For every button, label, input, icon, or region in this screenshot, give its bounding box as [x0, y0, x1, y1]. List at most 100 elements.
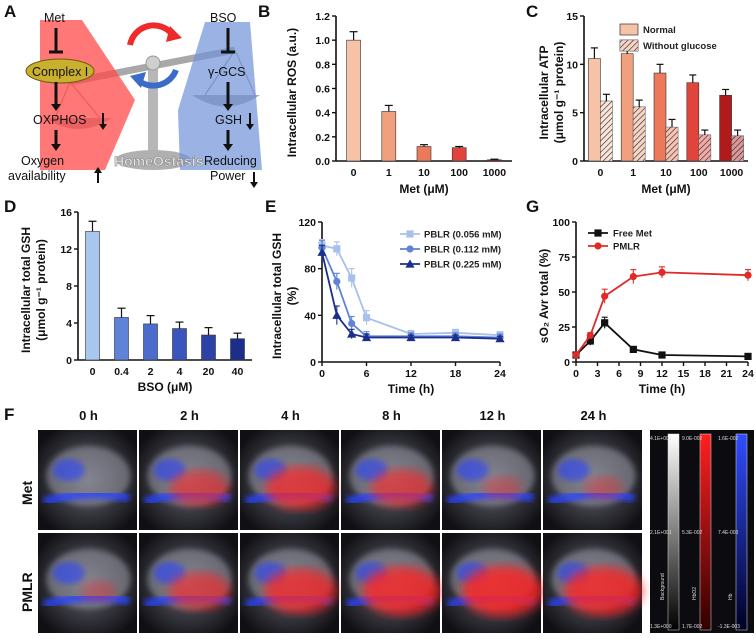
pmlr-scan-tile: [240, 533, 339, 633]
chart-e-xtick-label: 18: [450, 368, 462, 380]
colorbar-0-mid-label: 2.1E+001: [650, 530, 672, 536]
chart-e-point: [348, 274, 356, 282]
mitochondrion-icon: [25, 58, 95, 84]
hbo2-signal-red: [80, 580, 117, 602]
chart-d-bar: [201, 334, 216, 361]
chart-g-point: [744, 271, 752, 279]
chart-g-legend-point: [594, 242, 602, 250]
bso-label: BSO: [210, 11, 237, 25]
chart-g-ytick-label: 100: [552, 217, 570, 229]
chart-e-point: [406, 332, 416, 342]
time-label: 12 h: [479, 408, 505, 423]
chart-e-point: [333, 277, 341, 286]
colorbar-1-gradient: [699, 433, 712, 631]
chart-d-ytick-label: 0: [66, 355, 72, 367]
panel-label-f: F: [4, 405, 14, 424]
chart-b-ytick-label: 0.6: [315, 84, 330, 96]
chart-g-legend-label: Free Met: [613, 229, 653, 240]
chart-d-bar: [114, 317, 129, 361]
reducing-label-2: Power: [210, 169, 245, 183]
balance-pivot: [145, 55, 161, 71]
pmlr-scan-tile: [543, 533, 643, 633]
chart-g-ytick-label: 0: [564, 357, 570, 369]
chart-d-xtick-label: 20: [203, 366, 215, 378]
chart-g-xtick-label: 0: [573, 368, 579, 380]
pmlr-scan-tile: [38, 533, 137, 633]
chart-g-xtick-label: 3: [595, 368, 601, 380]
chart-e-ylabel-1: Intracellular total GSH: [270, 233, 284, 359]
chart-e-point: [362, 314, 371, 322]
chart-g-xtick-label: 24: [742, 368, 754, 380]
chart-b-ytick-label: 0.8: [315, 59, 330, 71]
chart-g-point: [586, 331, 594, 339]
chart-b-ytick-label: 0.4: [315, 108, 330, 120]
chart-b-xtick-label: 1: [386, 167, 392, 179]
colorbar-1-bottom-label: 1.7E-002: [682, 624, 703, 630]
chart-b-xtick-label: 0: [351, 167, 357, 179]
hbo2-signal-red: [370, 469, 433, 507]
chart-c-ylabel-1: Intracellular ATP: [537, 45, 551, 139]
pmlr-scan-tile: [341, 533, 441, 633]
chart-b-bar: [346, 39, 361, 162]
met-scan-tile: [543, 430, 642, 530]
chart-g-point: [658, 268, 666, 276]
chart-e-point: [333, 245, 341, 253]
hb-signal-blue: [52, 459, 85, 481]
oxygen-label-2: availability: [8, 169, 66, 183]
chart-e-legend-label: PBLR (0.225 mM): [424, 260, 502, 271]
chart-e-ylabel-2: (%): [285, 287, 299, 306]
colorbar-1-mid-label: 5.3E-002: [682, 530, 703, 536]
colorbar-0-top-label: 4.1E+001: [650, 436, 672, 442]
hb-signal-blue: [557, 459, 590, 481]
panel-label-a: A: [4, 2, 16, 21]
hb-signal-blue: [42, 489, 131, 507]
chart-c-legend-swatch-normal: [619, 23, 639, 36]
chart-g-point: [601, 292, 609, 300]
chart-e-point: [495, 334, 505, 343]
chart-g-xtick-label: 15: [678, 368, 690, 380]
chart-c-bar-normal: [653, 72, 667, 162]
chart-g-ylabel: sO₂ Avr total (%): [537, 249, 551, 343]
colorbar-2-bottom-label: -1.3E-003: [718, 624, 740, 630]
panel-label-e: E: [265, 197, 276, 216]
chart-e-legend-label: PBLR (0.056 mM): [424, 230, 502, 241]
colorbar-2-gradient: [735, 433, 748, 631]
colorbar-0-name: Background: [660, 573, 666, 600]
chart-e-xtick-label: 24: [494, 368, 506, 380]
chart-c-ytick-label: 0: [572, 156, 578, 168]
chart-d-xtick-label: 40: [232, 366, 244, 378]
met-scan-tile: [341, 430, 440, 530]
colorbar-2-mid-label: 7.4E-003: [718, 530, 739, 536]
chart-c-legend-without-glucose: Without glucose: [643, 41, 717, 52]
chart-b-ytick-label: 0.0: [315, 156, 330, 168]
chart-c-bar-hatch: [600, 101, 613, 161]
chart-c-bar-hatch: [666, 127, 678, 161]
chart-b-ytick-label: 1.2: [315, 11, 330, 23]
chart-e-point: [450, 332, 461, 342]
chart-b-bar: [416, 146, 432, 162]
hb-signal-blue: [153, 459, 186, 481]
chart-d-xlabel: BSO (μM): [138, 380, 193, 394]
chart-e-point: [332, 310, 342, 319]
chart-d-ylabel-1: Intracellular total GSH: [19, 227, 33, 353]
chart-c-ytick-label: 10: [566, 59, 578, 71]
panel-label-c: C: [526, 2, 538, 21]
chart-e-ytick-label: 80: [304, 264, 316, 276]
chart-g-legend-label: PMLR: [613, 242, 640, 253]
chart-c-bar-hatch: [633, 106, 646, 161]
hbo2-signal-red: [265, 466, 336, 510]
chart-b-xlabel: Met (μM): [399, 182, 448, 196]
hbo2-signal-red: [264, 568, 337, 614]
reducing-decrease-icon: [250, 182, 258, 188]
oxphos-decrease-icon: [99, 124, 107, 130]
chart-c-atp: 0 5 10 15 0 1 10 100 1000 Met (μM) Intracellular A…: [537, 11, 748, 196]
chart-d-xtick-label: 0: [90, 366, 96, 378]
chart-c-xlabel: Met (μM): [641, 182, 690, 196]
hbo2-signal-red: [461, 565, 544, 617]
chart-e-legend-label: PBLR (0.112 mM): [424, 245, 501, 256]
panel-a-diagram: Met Complex I OXPHOS Oxygen availability…: [8, 11, 262, 188]
chart-b-bar: [381, 111, 397, 162]
chart-g-point: [658, 351, 666, 359]
hb-signal-blue: [456, 459, 489, 481]
bso-blue-beam: [178, 22, 262, 170]
